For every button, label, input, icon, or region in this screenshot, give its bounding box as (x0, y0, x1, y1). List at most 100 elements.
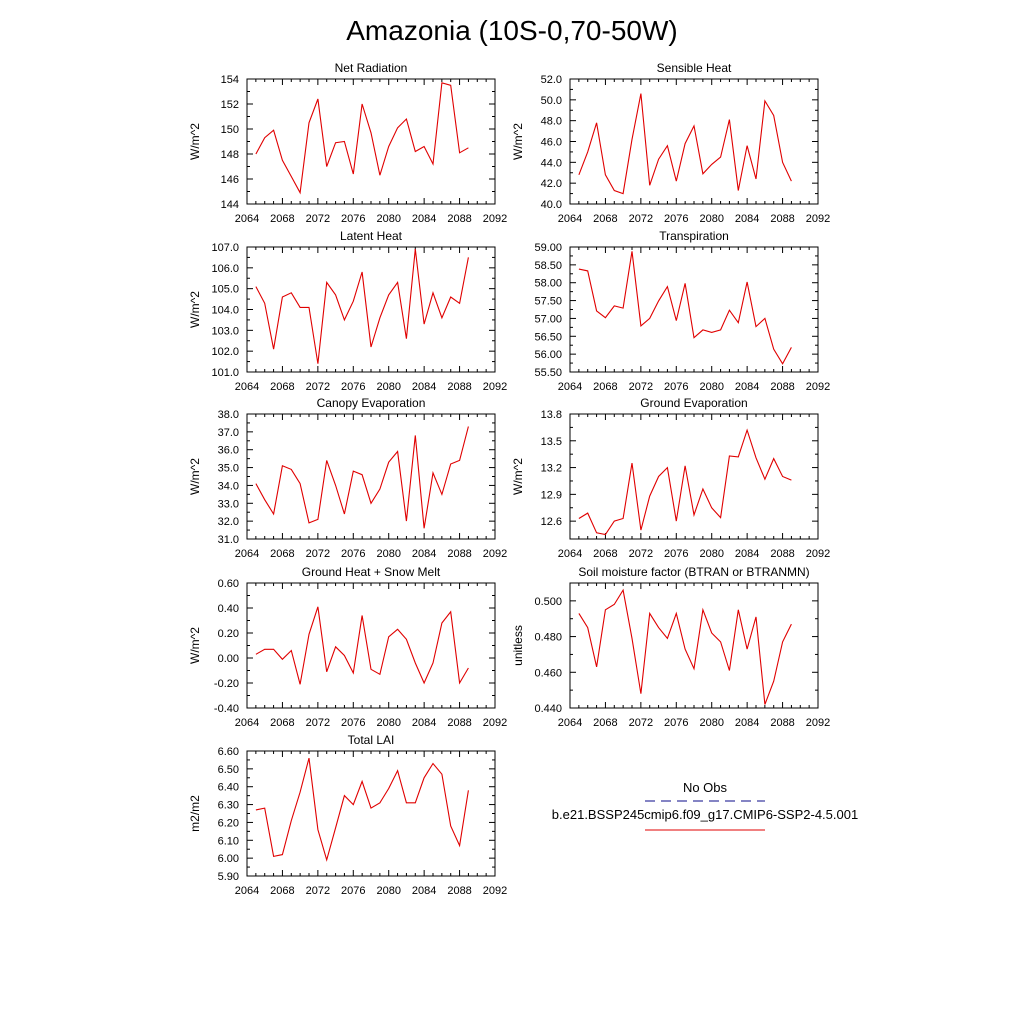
x-tick-label: 2092 (806, 381, 830, 393)
y-tick-label: 5.90 (218, 871, 239, 883)
y-axis-label: W/m^2 (188, 123, 202, 160)
y-tick-label: 106.0 (211, 263, 239, 275)
y-tick-label: 0.460 (534, 667, 562, 679)
x-tick-label: 2076 (341, 548, 365, 560)
panel-title: Canopy Evaporation (317, 396, 426, 410)
series-line (578, 588, 792, 705)
plot-frame (569, 78, 819, 205)
x-tick-label: 2076 (664, 717, 688, 729)
y-tick-label: 152 (221, 99, 239, 111)
y-tick-label: 40.0 (541, 199, 562, 211)
y-tick-label: 0.00 (218, 653, 239, 665)
panel-8: 2064 2068 2072 2076 2080 2084 2088 2092 0.440 0.4… (511, 565, 830, 729)
y-tick-label: 46.0 (541, 137, 562, 149)
x-tick-label: 2080 (699, 717, 723, 729)
plot-frame (246, 246, 496, 373)
series-line (255, 249, 469, 364)
x-tick-label: 2076 (341, 213, 365, 225)
y-tick-label: 13.8 (541, 409, 562, 421)
x-tick-label: 2068 (270, 381, 294, 393)
y-tick-label: 150 (221, 124, 239, 136)
x-tick-label: 2076 (664, 548, 688, 560)
x-tick-label: 2080 (699, 381, 723, 393)
y-tick-label: 56.50 (534, 331, 562, 343)
y-tick-label: 58.50 (534, 260, 562, 272)
series-line (578, 428, 792, 536)
x-tick-label: 2076 (664, 381, 688, 393)
x-tick-label: 2072 (306, 548, 330, 560)
x-tick-label: 2092 (483, 213, 507, 225)
y-tick-label: 102.0 (211, 346, 239, 358)
y-tick-label: 37.0 (218, 427, 239, 439)
y-tick-label: 0.60 (218, 578, 239, 590)
legend-label-obs: No Obs (683, 780, 728, 795)
plot-frame (246, 750, 496, 877)
x-tick-label: 2064 (558, 213, 582, 225)
x-tick-label: 2088 (447, 885, 471, 897)
y-tick-label: 146 (221, 174, 239, 186)
panel-title: Soil moisture factor (BTRAN or BTRANMN) (578, 565, 809, 579)
plot-frame (246, 582, 496, 709)
y-tick-label: 36.0 (218, 445, 239, 457)
x-tick-label: 2092 (806, 213, 830, 225)
y-axis-label: m2/m2 (188, 795, 202, 832)
x-tick-label: 2068 (270, 213, 294, 225)
legend: No Obs b.e21.BSSP245cmip6.f09_g17.CMIP6-… (552, 780, 858, 831)
legend-label-model: b.e21.BSSP245cmip6.f09_g17.CMIP6-SSP2-4.… (552, 807, 858, 822)
x-tick-label: 2064 (235, 381, 259, 393)
y-tick-label: 107.0 (211, 242, 239, 254)
panel-title: Ground Heat + Snow Melt (302, 565, 441, 579)
x-tick-label: 2072 (629, 213, 653, 225)
y-tick-label: 57.50 (534, 296, 562, 308)
y-tick-label: 57.00 (534, 313, 562, 325)
plot-frame (246, 413, 496, 540)
y-tick-label: -0.20 (214, 678, 239, 690)
x-tick-label: 2072 (629, 548, 653, 560)
y-tick-label: 38.0 (218, 409, 239, 421)
series-line (578, 93, 792, 195)
y-tick-label: 32.0 (218, 516, 239, 528)
x-tick-label: 2088 (447, 548, 471, 560)
panel-9: 2064 2068 2072 2076 2080 2084 2088 2092 5.90 6.00… (188, 733, 507, 897)
y-tick-label: 55.50 (534, 367, 562, 379)
y-tick-label: 59.00 (534, 242, 562, 254)
y-tick-label: 6.40 (218, 782, 239, 794)
series-line (255, 606, 469, 685)
x-tick-label: 2080 (376, 213, 400, 225)
y-tick-label: 154 (221, 74, 239, 86)
x-tick-label: 2076 (341, 717, 365, 729)
x-tick-label: 2068 (270, 717, 294, 729)
x-tick-label: 2084 (735, 548, 759, 560)
x-tick-label: 2092 (806, 717, 830, 729)
x-tick-label: 2064 (235, 717, 259, 729)
x-tick-label: 2072 (306, 885, 330, 897)
x-tick-label: 2072 (629, 717, 653, 729)
y-tick-label: 144 (221, 199, 239, 211)
panel-5: 2064 2068 2072 2076 2080 2084 2088 2092 31.0 32.0… (188, 396, 507, 560)
panel-title: Ground Evaporation (640, 396, 747, 410)
x-tick-label: 2080 (376, 717, 400, 729)
y-axis-label: W/m^2 (511, 123, 525, 160)
y-axis-label: W/m^2 (188, 458, 202, 495)
panel-title: Net Radiation (335, 61, 408, 75)
x-tick-label: 2068 (593, 717, 617, 729)
x-tick-label: 2080 (699, 548, 723, 560)
x-tick-label: 2080 (376, 885, 400, 897)
y-axis-label: W/m^2 (188, 627, 202, 664)
x-tick-label: 2068 (593, 548, 617, 560)
x-tick-label: 2088 (447, 213, 471, 225)
x-tick-label: 2092 (806, 548, 830, 560)
y-tick-label: 0.480 (534, 632, 562, 644)
x-tick-label: 2080 (376, 381, 400, 393)
y-tick-label: 6.10 (218, 835, 239, 847)
y-tick-label: 13.2 (541, 463, 562, 475)
x-tick-label: 2088 (770, 717, 794, 729)
x-tick-label: 2064 (235, 548, 259, 560)
x-tick-label: 2084 (735, 381, 759, 393)
panel-2: 2064 2068 2072 2076 2080 2084 2088 2092 40.0 42.0… (511, 61, 830, 225)
y-tick-label: 6.50 (218, 764, 239, 776)
x-tick-label: 2080 (376, 548, 400, 560)
y-tick-label: 12.9 (541, 489, 562, 501)
y-tick-label: 52.0 (541, 74, 562, 86)
